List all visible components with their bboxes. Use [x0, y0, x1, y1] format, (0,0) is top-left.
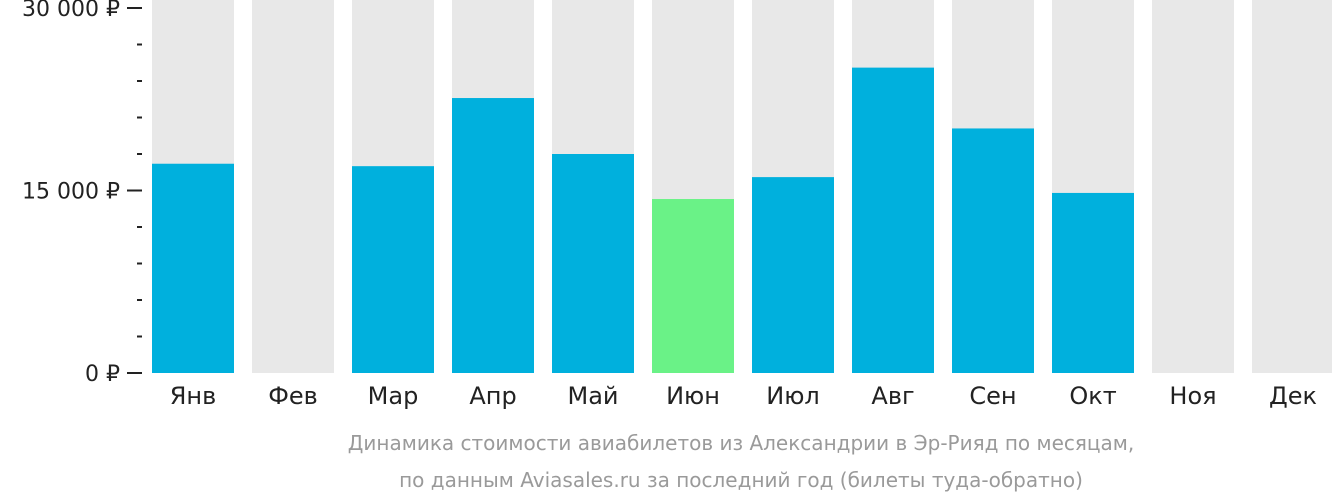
chart-caption-line-2: по данным Aviasales.ru за последний год …: [399, 468, 1083, 492]
x-axis: Янв Фев Мар Апр Май Июн Июл Авг Сен Окт Ноя Дек: [170, 382, 1317, 410]
value-bars: [152, 67, 1134, 374]
bar: [852, 67, 934, 373]
background-bar: [252, 0, 334, 373]
x-tick-label: Янв: [170, 382, 217, 410]
bar: [352, 166, 434, 373]
y-tick-label: 30 000 ₽: [22, 0, 120, 22]
background-bar: [1252, 0, 1332, 373]
x-tick-label: Сен: [969, 382, 1016, 410]
background-bar: [1152, 0, 1234, 373]
x-tick-label: Май: [567, 382, 618, 410]
x-tick-label: Июл: [766, 382, 820, 410]
bar: [552, 154, 634, 373]
x-tick-label: Мар: [368, 382, 419, 410]
x-tick-label: Авг: [871, 382, 914, 410]
y-axis: 0 ₽ 15 000 ₽ 30 000 ₽: [22, 0, 142, 387]
x-tick-label: Апр: [469, 382, 516, 410]
bar: [452, 98, 534, 374]
x-tick-label: Дек: [1269, 382, 1317, 410]
bar: [1052, 192, 1134, 373]
y-tick-label: 15 000 ₽: [22, 180, 120, 205]
chart-caption-line-1: Динамика стоимости авиабилетов из Алекса…: [348, 431, 1134, 455]
bar: [152, 163, 234, 373]
background-bars: [152, 0, 1332, 373]
y-tick-label: 0 ₽: [85, 362, 120, 387]
x-tick-label: Окт: [1069, 382, 1116, 410]
bar: [952, 128, 1034, 373]
x-tick-label: Фев: [268, 382, 318, 410]
bar: [752, 177, 834, 373]
x-tick-label: Июн: [666, 382, 720, 410]
bar-highlight: [652, 199, 734, 373]
x-tick-label: Ноя: [1169, 382, 1216, 410]
